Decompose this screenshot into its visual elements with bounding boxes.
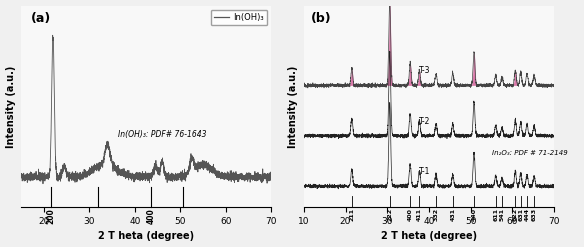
X-axis label: 2 T heta (degree): 2 T heta (degree) [381, 231, 477, 242]
Text: 633: 633 [531, 208, 537, 221]
Text: 332: 332 [433, 208, 439, 221]
Text: 440: 440 [471, 208, 477, 221]
Text: T-2: T-2 [419, 117, 430, 126]
Text: 541: 541 [499, 208, 505, 221]
Text: 211: 211 [349, 208, 354, 221]
Text: 611: 611 [493, 208, 498, 221]
Text: 411: 411 [417, 208, 422, 221]
Text: 631: 631 [518, 208, 523, 221]
Text: 400: 400 [408, 208, 413, 221]
Text: (a): (a) [31, 12, 51, 25]
Y-axis label: Intensity (a.u.): Intensity (a.u.) [6, 65, 16, 147]
X-axis label: 2 T heta (degree): 2 T heta (degree) [98, 231, 194, 242]
Text: In(OH)₃: PDF# 76-1643: In(OH)₃: PDF# 76-1643 [118, 130, 206, 139]
Text: 400: 400 [147, 208, 155, 224]
Text: T-1: T-1 [419, 167, 430, 176]
Text: In₂O₃: PDF # 71-2149: In₂O₃: PDF # 71-2149 [492, 150, 567, 156]
Text: 444: 444 [524, 208, 530, 221]
Legend: In(OH)₃: In(OH)₃ [211, 10, 267, 25]
Text: 431: 431 [450, 208, 456, 221]
Text: T-3: T-3 [419, 66, 430, 75]
Y-axis label: Intensity (a.u.): Intensity (a.u.) [288, 65, 298, 147]
Text: 622: 622 [513, 208, 518, 221]
Text: 222: 222 [387, 208, 392, 221]
Text: (b): (b) [311, 12, 332, 25]
Text: 200: 200 [46, 208, 55, 224]
